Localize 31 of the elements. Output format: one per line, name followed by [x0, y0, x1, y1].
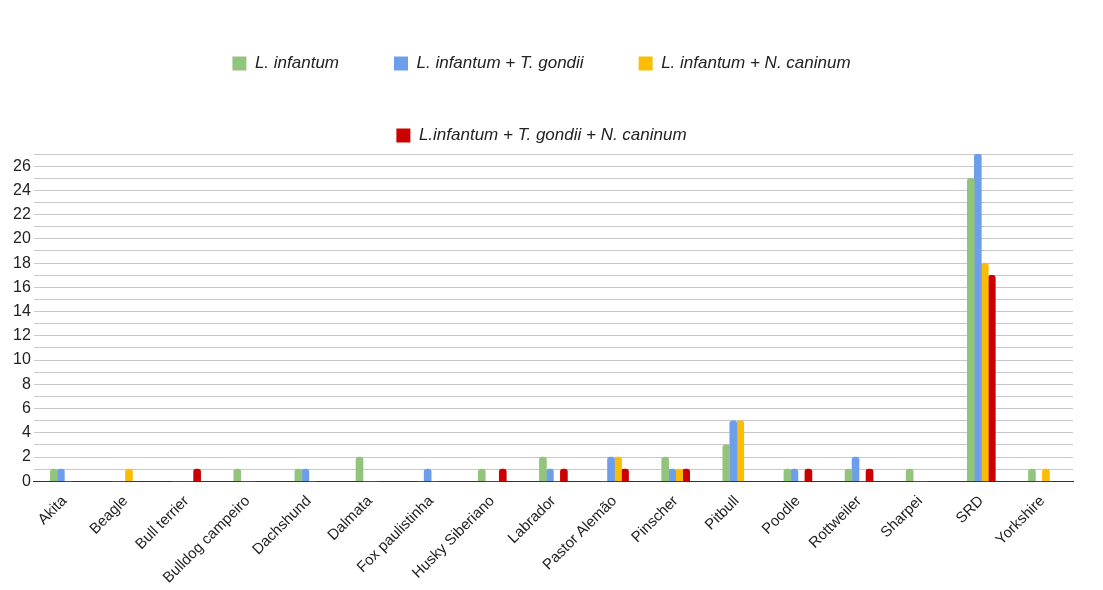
legend-label: L. infantum + T. gondii: [416, 53, 585, 73]
y-tick-label: 20: [13, 229, 31, 247]
bar: [614, 456, 622, 482]
y-tick-label: 4: [21, 423, 31, 441]
y-tick-label: 2: [21, 447, 31, 465]
y-tick-label: 24: [13, 180, 31, 198]
y-tick-label: 14: [13, 302, 31, 319]
bar: [539, 456, 547, 482]
bar: [729, 420, 738, 482]
bar: [966, 177, 975, 482]
y-tick-label: 26: [13, 156, 31, 174]
bar: [851, 456, 860, 482]
bar: [973, 154, 982, 482]
bar: [736, 420, 745, 482]
legend-label: L. infantum + N. caninum: [661, 53, 851, 73]
y-tick-label: 18: [13, 253, 31, 271]
legend-label: L. infantum: [254, 53, 340, 73]
bar: [987, 274, 996, 482]
y-tick-label: 8: [21, 374, 31, 392]
bar: [980, 262, 989, 482]
bar: [355, 456, 364, 482]
y-tick-label: 10: [13, 350, 31, 368]
bar: [607, 456, 615, 482]
bar: [722, 444, 731, 482]
y-tick-label: 16: [13, 277, 31, 295]
y-tick-label: 22: [13, 205, 31, 223]
y-tick-label: 6: [21, 398, 31, 416]
y-tick-label: 12: [13, 326, 31, 344]
legend-label: L.infantum + T. gondii + N. caninum: [418, 125, 687, 145]
bar: [661, 456, 669, 482]
y-tick-label: 0: [21, 471, 31, 489]
